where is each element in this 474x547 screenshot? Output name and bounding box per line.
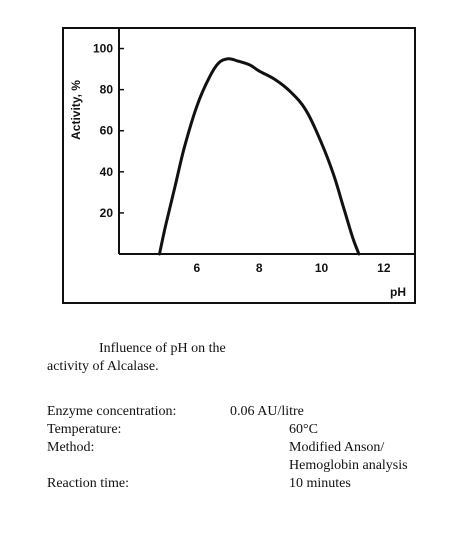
y-tick-label: 100	[93, 42, 113, 56]
method-value: Modified Anson/ Hemoglobin analysis	[289, 439, 408, 475]
ph-activity-chart: 20 40 60 80 100 6 8 10 12 Activity, % pH	[62, 27, 416, 304]
y-tick-label: 60	[100, 124, 114, 138]
y-axis-title: Activity, %	[69, 80, 83, 140]
method-value-line-1: Modified Anson/	[289, 440, 385, 455]
temperature-value: 60°C	[289, 422, 318, 437]
temperature-label: Temperature:	[47, 422, 122, 437]
x-tick-label: 10	[315, 261, 329, 275]
enzyme-label: Enzyme concentration:	[47, 404, 177, 419]
y-tick-label: 40	[100, 165, 114, 179]
activity-curve	[158, 57, 361, 256]
y-tick-label: 80	[100, 83, 114, 97]
x-tick-label: 8	[256, 261, 263, 275]
x-axis-title: pH	[390, 285, 406, 299]
plot-frame	[62, 27, 416, 304]
figure-caption: Influence of pH on the activity of Alcal…	[47, 340, 287, 376]
method-value-line-2: Hemoglobin analysis	[289, 458, 408, 473]
x-tick-label: 12	[377, 261, 391, 275]
y-ticks: 20 40 60 80 100	[93, 42, 124, 220]
reaction-value: 10 minutes	[289, 476, 351, 491]
x-ticks: 6 8 10 12	[194, 261, 391, 275]
x-tick-label: 6	[194, 261, 201, 275]
reaction-label: Reaction time:	[47, 476, 130, 491]
caption-line-2: activity of Alcalase.	[47, 359, 159, 374]
caption-line-1: Influence of pH on the	[99, 341, 226, 356]
enzyme-value: 0.06 AU/litre	[230, 404, 304, 419]
y-tick-label: 20	[100, 206, 114, 220]
method-label: Method:	[47, 440, 95, 455]
